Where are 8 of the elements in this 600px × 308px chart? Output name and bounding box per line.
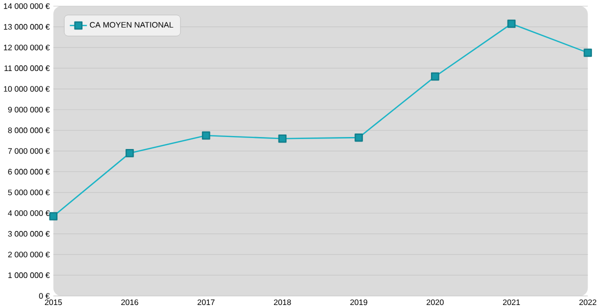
- point: [278, 134, 287, 143]
- point: [49, 212, 58, 220]
- point: [584, 48, 592, 57]
- point: [202, 131, 210, 140]
- point: [507, 19, 516, 28]
- point: [126, 148, 134, 158]
- point: [354, 133, 363, 142]
- point: [430, 72, 440, 80]
